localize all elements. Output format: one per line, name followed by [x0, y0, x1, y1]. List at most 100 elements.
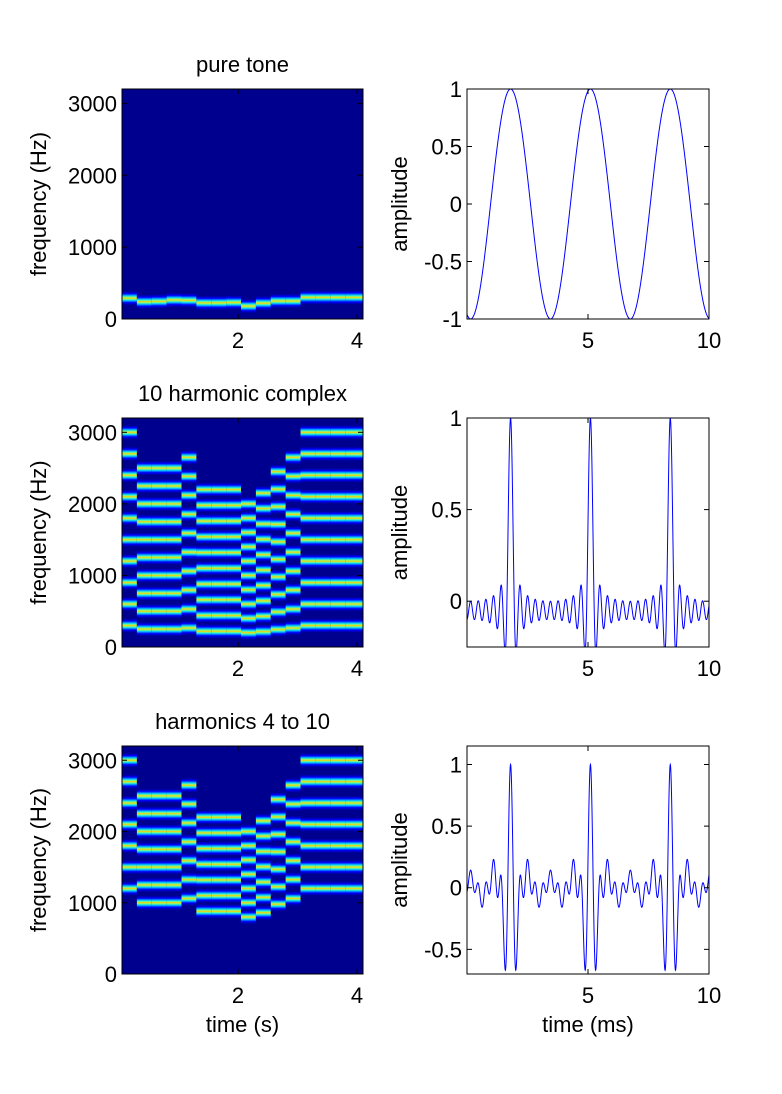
harmonic-band [181, 778, 197, 793]
harmonic-band [345, 860, 363, 875]
harmonic-band [345, 468, 363, 483]
y-tick-label: 0 [105, 307, 117, 332]
harmonic-band [270, 464, 286, 479]
harmonic-band [196, 888, 212, 903]
harmonic-band [270, 482, 286, 497]
harmonic-band [151, 532, 167, 547]
y-tick-label: 3000 [68, 748, 117, 773]
spectrogram-panel-5: 2 4 0 1000 2000 3000 harmonics 4 to 10 frequenc… [26, 709, 364, 1037]
harmonic-band [136, 514, 152, 529]
y-axis-label: frequency (Hz) [26, 132, 51, 276]
harmonic-band [151, 860, 167, 875]
harmonic-band [270, 827, 286, 842]
harmonic-band [181, 450, 197, 465]
harmonic-band [300, 290, 316, 305]
harmonic-band [330, 468, 346, 483]
harmonic-band [136, 568, 152, 583]
axes-frame [121, 88, 364, 320]
harmonic-band [285, 891, 301, 906]
harmonic-band [285, 621, 301, 636]
y-tick-label: 0.5 [431, 814, 462, 839]
harmonic-band [330, 838, 346, 853]
harmonic-band [241, 554, 256, 569]
harmonic-band [330, 881, 346, 896]
harmonic-band [241, 496, 256, 511]
harmonic-band [285, 815, 301, 830]
harmonic-band [345, 532, 363, 547]
waveform-trace [467, 762, 709, 972]
harmonic-band [285, 564, 301, 579]
harmonic-band [211, 825, 227, 840]
harmonic-band [181, 621, 197, 636]
axes-frame [466, 88, 710, 320]
harmonic-band [345, 881, 363, 896]
harmonic-band [151, 568, 167, 583]
harmonic-band [345, 774, 363, 789]
harmonic-band [166, 514, 182, 529]
y-tick-label: -0.5 [424, 937, 462, 962]
harmonic-band [211, 872, 227, 887]
harmonic-band [136, 550, 152, 565]
harmonic-band [300, 796, 316, 810]
harmonic-band [166, 550, 182, 565]
harmonic-band [166, 604, 182, 619]
y-axis-label: frequency (Hz) [26, 460, 51, 604]
harmonic-band [255, 516, 271, 531]
harmonic-band [181, 564, 197, 579]
spectrogram-panel-3: 2 4 0 1000 2000 3000 10 harmonic complex freque… [26, 381, 364, 681]
harmonic-band [300, 554, 316, 569]
harmonic-band [330, 597, 346, 612]
harmonic-band [122, 860, 137, 875]
harmonic-band [166, 788, 182, 803]
harmonic-band [270, 809, 286, 824]
harmonic-band [122, 796, 137, 810]
x-axis-label: time (s) [206, 1012, 279, 1037]
harmonic-band [255, 578, 271, 593]
harmonic-band [226, 624, 242, 639]
harmonic-band [330, 774, 346, 789]
harmonic-band [255, 593, 271, 608]
panel-title: pure tone [196, 52, 289, 77]
harmonic-band [211, 810, 227, 825]
harmonic-band [285, 526, 301, 541]
harmonic-band [330, 796, 346, 810]
x-tick-label: 2 [232, 328, 244, 353]
harmonic-band [196, 592, 212, 607]
harmonic-band [122, 575, 137, 590]
harmonic-band [285, 583, 301, 598]
harmonic-band [122, 425, 137, 440]
x-tick-label: 2 [232, 656, 244, 681]
harmonic-band [181, 507, 197, 522]
harmonic-band [211, 904, 227, 919]
harmonic-band [270, 622, 286, 637]
harmonic-band [181, 872, 197, 887]
harmonic-band [300, 532, 316, 547]
harmonic-band [211, 295, 227, 310]
y-tick-label: 1 [450, 406, 462, 431]
harmonic-band [315, 511, 331, 526]
harmonic-band [285, 778, 301, 793]
harmonic-band [122, 554, 137, 569]
harmonic-band [315, 860, 331, 875]
harmonic-band [136, 895, 152, 910]
harmonic-band [196, 295, 212, 310]
harmonic-band [315, 618, 331, 633]
harmonic-band [166, 622, 182, 637]
harmonic-band [151, 604, 167, 619]
harmonic-band [345, 511, 363, 526]
harmonic-band [255, 813, 271, 828]
waveform-trace [467, 418, 709, 647]
spectrogram-background [122, 89, 363, 319]
harmonic-band [300, 881, 316, 896]
harmonic-band [241, 299, 256, 314]
y-axis-label: amplitude [387, 156, 412, 251]
harmonic-band [226, 514, 242, 529]
harmonic-band [330, 489, 346, 504]
harmonic-band [196, 498, 212, 513]
harmonic-bands [122, 753, 363, 924]
harmonic-band [196, 608, 212, 623]
harmonic-band [136, 806, 152, 821]
harmonic-band [166, 877, 182, 892]
harmonic-band [122, 838, 137, 853]
harmonic-band [300, 753, 316, 768]
